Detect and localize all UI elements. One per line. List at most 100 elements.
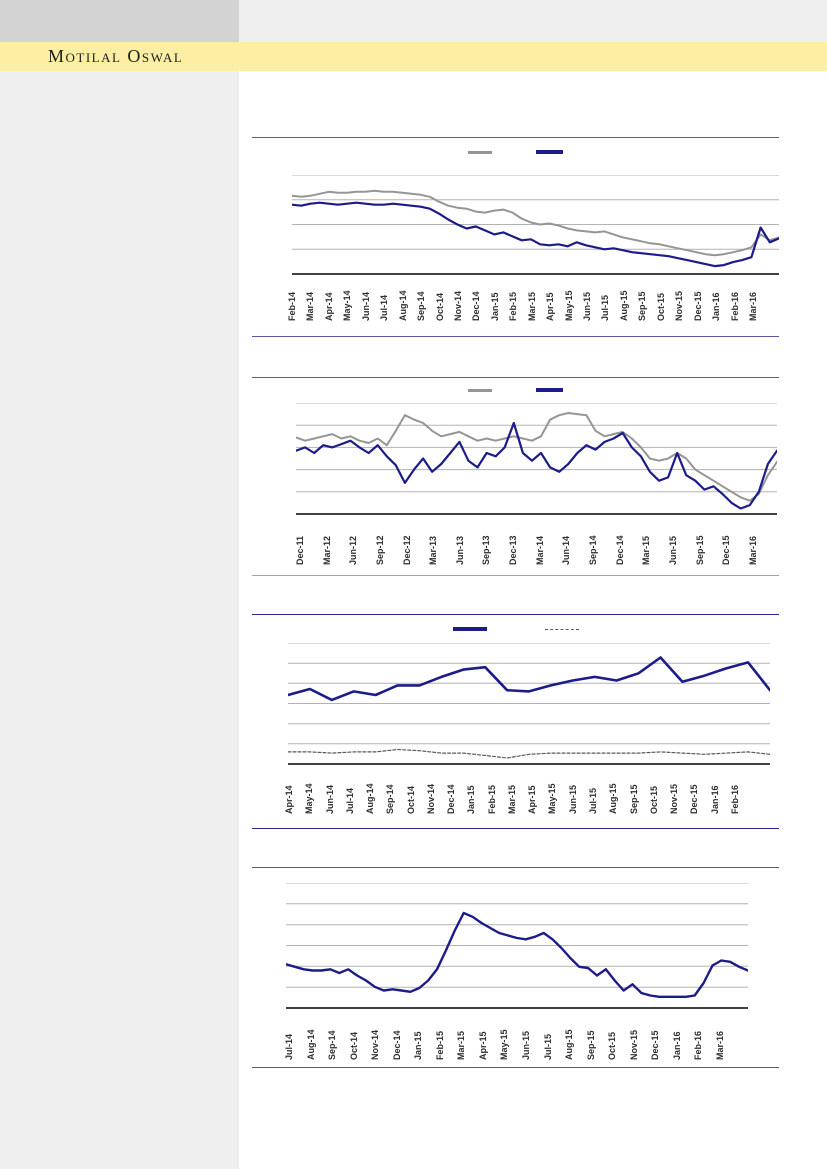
series-navy-line xyxy=(286,911,748,999)
x-axis-label: Dec-15 xyxy=(650,1030,661,1060)
x-axis-label: Aug-15 xyxy=(608,783,619,814)
x-axis-label: Aug-14 xyxy=(305,1029,316,1060)
x-axis-label: Mar-15 xyxy=(526,291,537,321)
x-axis-label: Apr-15 xyxy=(477,1031,488,1060)
chart-x-axis-labels: Apr-14 May-14 Jun-14 Jul-14 Aug-14 Sep-14 Oct-… xyxy=(284,766,740,814)
x-axis-label: Mar-16 xyxy=(747,291,758,321)
x-axis-label: Jul-14 xyxy=(284,1033,294,1060)
x-axis-label: Apr-14 xyxy=(284,785,294,814)
chart-plot xyxy=(296,403,777,515)
x-axis-label: Sep-15 xyxy=(694,535,705,565)
x-axis-label: Feb-14 xyxy=(287,291,297,321)
series-navy-line xyxy=(288,656,770,702)
x-axis-label: Oct-14 xyxy=(434,292,445,321)
x-axis-label: Jul-14 xyxy=(379,294,390,321)
x-axis-label: Feb-16 xyxy=(693,1030,704,1060)
left-margin-panel xyxy=(0,71,239,1169)
chart-x-axis-labels: Feb-14 Mar-14 Apr-14 May-14 Jun-14 Jul-14 Aug-… xyxy=(287,277,758,321)
x-axis-label: Nov-14 xyxy=(452,290,463,321)
series-gray-line xyxy=(292,189,779,257)
brand-bar: Motilal Oswal xyxy=(0,42,827,71)
x-axis-label: Mar-15 xyxy=(456,1030,467,1060)
x-axis-label: Jun-15 xyxy=(582,291,592,321)
chart-bottom-rule xyxy=(252,1067,779,1068)
x-axis-label: Dec-15 xyxy=(689,784,700,814)
x-axis-label: Aug-14 xyxy=(397,290,408,321)
x-axis-label: Jun-15 xyxy=(667,535,678,565)
x-axis-label: Oct-15 xyxy=(607,1031,618,1060)
x-axis-label: Feb-16 xyxy=(729,784,740,814)
chart-top-rule xyxy=(252,137,779,138)
series-gray-line xyxy=(296,412,777,502)
x-axis-label: Sep-14 xyxy=(327,1030,338,1060)
chart-top-rule xyxy=(252,867,779,868)
legend-swatch-dashed-line xyxy=(544,628,579,630)
x-axis-label: Jun-14 xyxy=(360,291,371,321)
chart-plot xyxy=(292,175,779,275)
x-axis-label: Dec-14 xyxy=(391,1030,402,1060)
chart-bottom-rule xyxy=(252,575,779,576)
x-axis-label: Mar-14 xyxy=(534,535,545,565)
x-axis-label: Jul-15 xyxy=(600,294,611,321)
x-axis-label: Jan-15 xyxy=(466,785,477,814)
x-axis-label: Sep-14 xyxy=(385,784,396,814)
x-axis-label: Jun-14 xyxy=(324,784,335,814)
x-axis-label: Aug-14 xyxy=(365,783,376,814)
x-axis-label: Jan-16 xyxy=(671,1031,682,1060)
legend-swatch-navy-line xyxy=(452,627,487,631)
x-axis-label: May-14 xyxy=(342,290,353,321)
series-navy-line xyxy=(296,421,777,510)
x-axis-label: Feb-16 xyxy=(729,291,740,321)
chart-block-3: Apr-14 May-14 Jun-14 Jul-14 Aug-14 Sep-14 Oct-… xyxy=(252,614,779,829)
chart-plot xyxy=(288,643,770,765)
chart-legend xyxy=(252,385,779,395)
x-axis-label: Jan-16 xyxy=(711,292,722,321)
series-dashed-line xyxy=(288,748,770,759)
x-axis-label: Mar-12 xyxy=(321,535,332,565)
x-axis-label: Sep-15 xyxy=(585,1030,596,1060)
x-axis-label: Jun-15 xyxy=(567,784,578,814)
x-axis-label: Jul-15 xyxy=(587,787,598,814)
x-axis-label: Apr-15 xyxy=(527,785,538,814)
x-axis-label: Nov-14 xyxy=(370,1029,381,1060)
legend-swatch-gray-line xyxy=(468,150,492,154)
x-axis-label: Nov-15 xyxy=(628,1029,639,1060)
x-axis-label: Mar-15 xyxy=(506,784,517,814)
chart-block-4: Jul-14 Aug-14 Sep-14 Oct-14 Nov-14 Dec-14 Jan-… xyxy=(252,867,779,1068)
x-axis-label: Oct-15 xyxy=(648,785,659,814)
x-axis-label: May-15 xyxy=(563,290,574,321)
x-axis-label: Mar-16 xyxy=(714,1030,725,1060)
chart-block-1: Feb-14 Mar-14 Apr-14 May-14 Jun-14 Jul-14 Aug-… xyxy=(252,137,779,337)
x-axis-label: Oct-14 xyxy=(405,785,416,814)
x-axis-label: Nov-15 xyxy=(669,783,680,814)
x-axis-label: Aug-15 xyxy=(618,290,629,321)
x-axis-label: Feb-15 xyxy=(486,784,497,814)
x-axis-label: Jun-13 xyxy=(454,535,465,565)
chart-block-2: Dec-11 Mar-12 Jun-12 Sep-12 Dec-12 Mar-13 Jun-… xyxy=(252,377,779,576)
header-gray-block xyxy=(0,0,239,42)
x-axis-label: Apr-15 xyxy=(545,292,556,321)
x-axis-label: Jan-15 xyxy=(413,1031,424,1060)
x-axis-label: Mar-13 xyxy=(428,535,439,565)
chart-bottom-rule xyxy=(252,828,779,829)
header-light-strip xyxy=(239,0,827,42)
chart-plot xyxy=(286,883,748,1009)
chart-legend xyxy=(252,147,779,157)
legend-swatch-navy-line xyxy=(536,388,563,392)
x-axis-label: Dec-11 xyxy=(295,535,305,565)
series-navy-line xyxy=(292,201,779,268)
x-axis-label: Sep-15 xyxy=(637,291,648,321)
x-axis-label: Mar-15 xyxy=(641,535,652,565)
x-axis-label: Jul-15 xyxy=(542,1033,553,1060)
chart-top-rule xyxy=(252,614,779,615)
x-axis-label: Jul-14 xyxy=(344,787,355,814)
x-axis-label: Feb-15 xyxy=(434,1030,445,1060)
chart-x-axis-labels: Jul-14 Aug-14 Sep-14 Oct-14 Nov-14 Dec-14 Jan-… xyxy=(284,1010,725,1060)
x-axis-label: Nov-14 xyxy=(425,783,436,814)
chart-top-rule xyxy=(252,377,779,378)
x-axis-label: Dec-12 xyxy=(401,535,412,565)
x-axis-label: Apr-14 xyxy=(323,292,334,321)
x-axis-label: Dec-15 xyxy=(721,535,732,565)
x-axis-label: Jan-16 xyxy=(709,785,720,814)
x-axis-label: May-15 xyxy=(499,1029,510,1060)
